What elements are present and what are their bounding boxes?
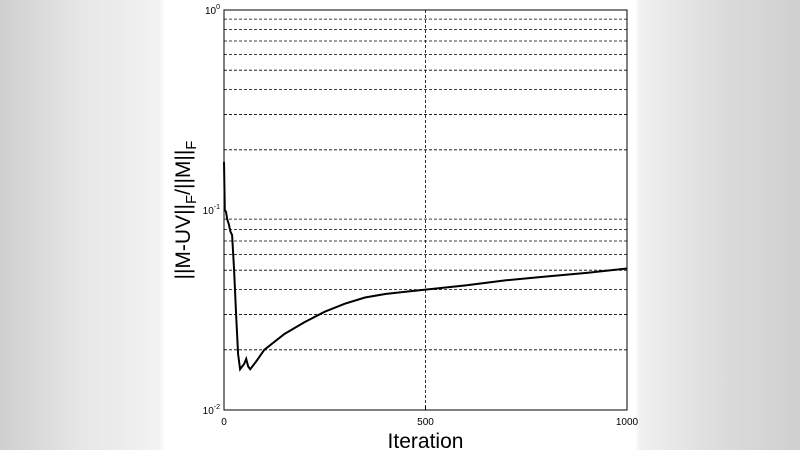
x-axis-label: Iteration bbox=[388, 430, 464, 450]
y-tick-label: 10-2 bbox=[203, 404, 220, 417]
y-axis-label: ||M-UV||F/||M||F bbox=[172, 141, 200, 280]
series-line bbox=[223, 161, 628, 372]
y-tick-label: 10-1 bbox=[203, 204, 220, 217]
x-tick-label: 0 bbox=[221, 417, 227, 428]
x-tick-label: 1000 bbox=[616, 417, 639, 428]
y-tick-label: 100 bbox=[205, 4, 220, 17]
x-tick-label: 500 bbox=[417, 417, 434, 428]
